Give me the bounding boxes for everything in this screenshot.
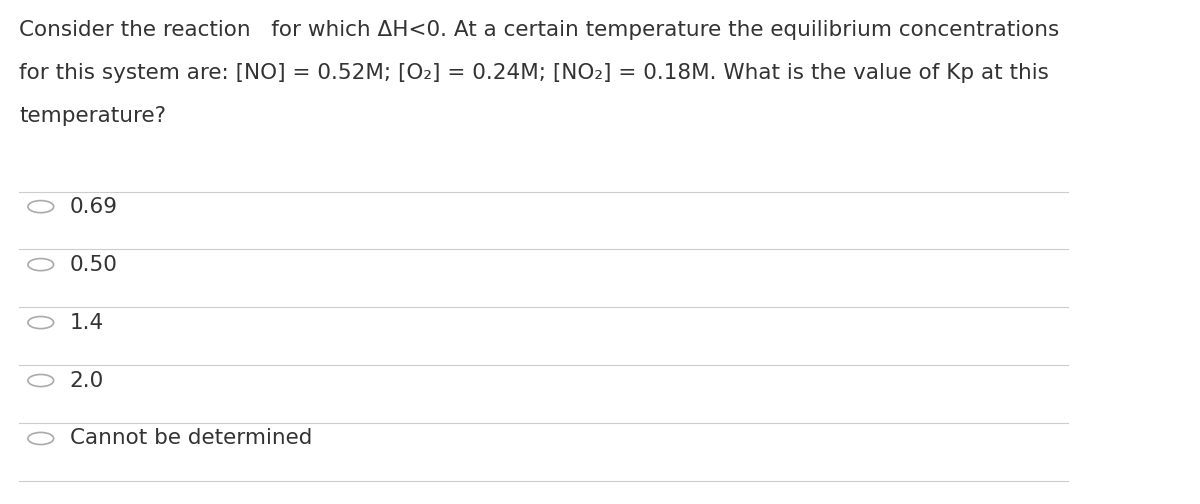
Text: 1.4: 1.4 <box>70 312 104 333</box>
Text: 0.50: 0.50 <box>70 255 118 275</box>
Text: temperature?: temperature? <box>19 106 167 126</box>
Text: for this system are: [NO] = 0.52M; [O₂] = 0.24M; [NO₂] = 0.18M. What is the valu: for this system are: [NO] = 0.52M; [O₂] … <box>19 63 1049 83</box>
Text: 2.0: 2.0 <box>70 370 104 391</box>
Text: Cannot be determined: Cannot be determined <box>70 428 312 449</box>
Text: 0.69: 0.69 <box>70 197 118 217</box>
Text: Consider the reaction   for which ΔH<0. At a certain temperature the equilibrium: Consider the reaction for which ΔH<0. At… <box>19 20 1060 40</box>
